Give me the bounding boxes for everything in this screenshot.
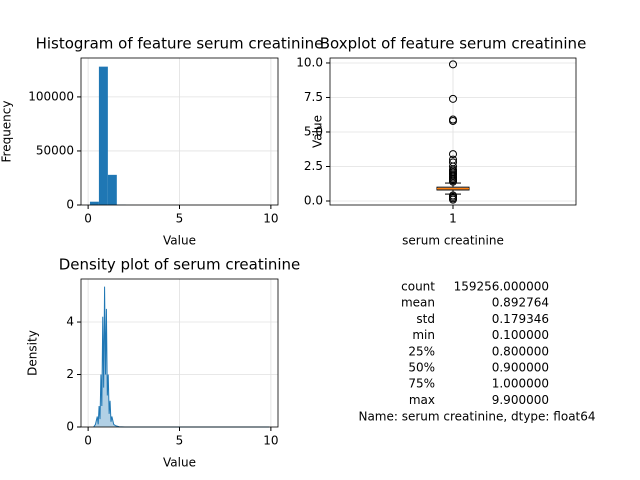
outlier	[449, 191, 457, 200]
x-tick-label: 10	[263, 434, 278, 448]
summary-value: 159256.000000	[454, 280, 549, 294]
outlier	[449, 60, 457, 69]
outlier	[449, 115, 457, 124]
y-tick-label: 0.0	[304, 193, 323, 207]
y-tick-label: 5.0	[304, 124, 323, 138]
axes-frame	[80, 57, 279, 206]
y-tick-label: 2.5	[304, 159, 323, 173]
summary-label: std	[416, 312, 435, 326]
summary-value: 0.100000	[492, 328, 549, 342]
chart-title: Density plot of serum creatinine	[59, 256, 301, 274]
y-tick-label: 2	[66, 367, 74, 381]
y-axis-label: Frequency	[0, 101, 14, 163]
summary-value: 1.000000	[492, 377, 549, 391]
x-tick-label: 0	[84, 434, 92, 448]
y-tick-label: 0	[66, 420, 74, 434]
summary-label: min	[412, 328, 435, 342]
x-tick-label: 5	[176, 212, 184, 226]
chart-title: Boxplot of feature serum creatinine	[320, 35, 587, 53]
y-tick-label: 4	[66, 315, 74, 329]
summary-value: 0.900000	[492, 361, 549, 375]
summary-label: 25%	[408, 344, 435, 358]
x-tick-label: 0	[84, 212, 92, 226]
axes-frame	[329, 57, 577, 206]
y-tick-label: 100000	[28, 89, 74, 103]
bar	[107, 174, 117, 205]
bar	[98, 66, 108, 205]
y-axis-label: Density	[26, 330, 40, 376]
y-tick-label: 0	[66, 198, 74, 212]
outlier	[449, 155, 457, 164]
x-axis-label: Value	[163, 456, 196, 470]
y-tick-label: 50000	[36, 143, 74, 157]
outlier	[449, 94, 457, 103]
summary-label: count	[401, 280, 435, 294]
bar	[89, 201, 99, 205]
chart-title: Histogram of feature serum creatinine	[36, 35, 324, 53]
x-tick-label: 10	[263, 212, 278, 226]
summary-value: 0.179346	[492, 312, 549, 326]
x-axis-label: Value	[163, 234, 196, 248]
outlier	[449, 150, 457, 159]
summary-value: 9.900000	[492, 393, 549, 407]
y-tick-label: 7.5	[304, 90, 323, 104]
density-line	[93, 286, 270, 428]
summary-label: mean	[401, 296, 435, 310]
summary-value: 0.800000	[492, 344, 549, 358]
x-axis-label: serum creatinine	[402, 234, 504, 248]
axes-frame	[80, 278, 279, 428]
y-tick-label: 10.0	[296, 55, 323, 69]
summary-label: max	[409, 393, 435, 407]
summary-footer: Name: serum creatinine, dtype: float64	[358, 410, 595, 424]
summary-label: 50%	[408, 361, 435, 375]
x-tick-label: 5	[176, 434, 184, 448]
summary-value: 0.892764	[492, 296, 549, 310]
outlier	[449, 158, 457, 167]
x-tick-label: 1	[449, 212, 457, 226]
summary-label: 75%	[408, 377, 435, 391]
y-axis-label: Value	[311, 115, 325, 148]
